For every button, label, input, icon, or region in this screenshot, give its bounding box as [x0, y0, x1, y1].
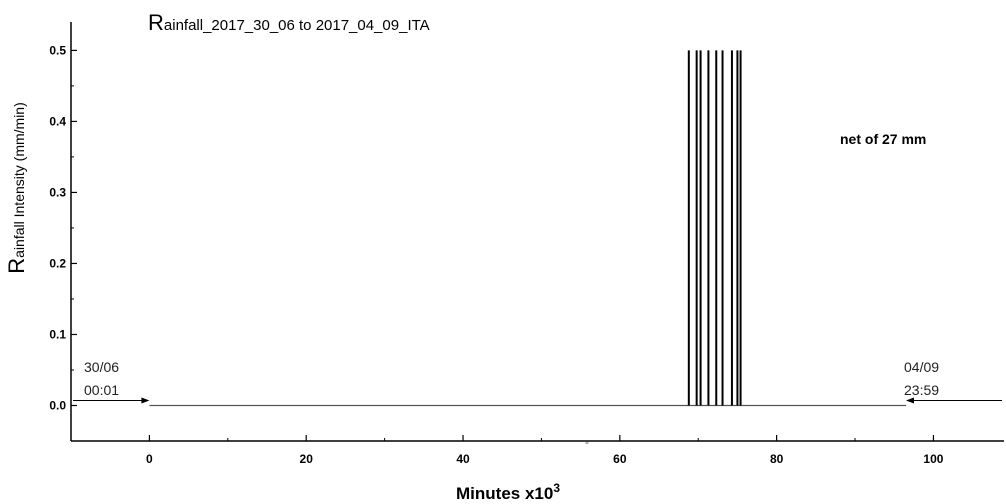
end-time-label: 23:59 — [904, 382, 939, 398]
stray-mark: - — [585, 435, 589, 449]
x-tick-label: 100 — [923, 452, 943, 466]
x-tick-label: 80 — [770, 452, 784, 466]
y-tick-label: 0.4 — [49, 114, 66, 128]
y-tick-label: 0.3 — [49, 185, 66, 199]
start-time-label: 00:01 — [84, 382, 119, 398]
y-tick-label: 0.1 — [49, 327, 66, 341]
x-tick-label: 0 — [146, 452, 153, 466]
x-ticks: 0 20 40 60 80 100 — [146, 435, 944, 466]
x-tick-label: 20 — [300, 452, 314, 466]
chart-title: Rainfall_2017_30_06 to 2017_04_09_ITA — [148, 10, 430, 35]
series — [149, 50, 906, 407]
y-axis-label: Rainfall Intensity (mm/min) — [4, 102, 29, 273]
end-arrowhead — [905, 397, 914, 404]
end-date-label: 04/09 — [904, 359, 939, 375]
start-date-label: 30/06 — [84, 359, 119, 375]
y-tick-label: 0.5 — [49, 43, 66, 57]
y-tick-label: 0.0 — [49, 398, 66, 412]
x-axis-label: Minutes x103 — [456, 481, 560, 503]
axes — [70, 22, 1004, 442]
x-tick-label: 60 — [613, 452, 627, 466]
net-total-note: net of 27 mm — [840, 131, 926, 147]
period-arrows — [73, 397, 1002, 404]
y-ticks: 0.0 0.1 0.2 0.3 0.4 0.5 — [49, 43, 77, 412]
y-tick-label: 0.2 — [49, 256, 66, 270]
start-arrowhead — [141, 397, 150, 404]
x-tick-label: 40 — [456, 452, 470, 466]
